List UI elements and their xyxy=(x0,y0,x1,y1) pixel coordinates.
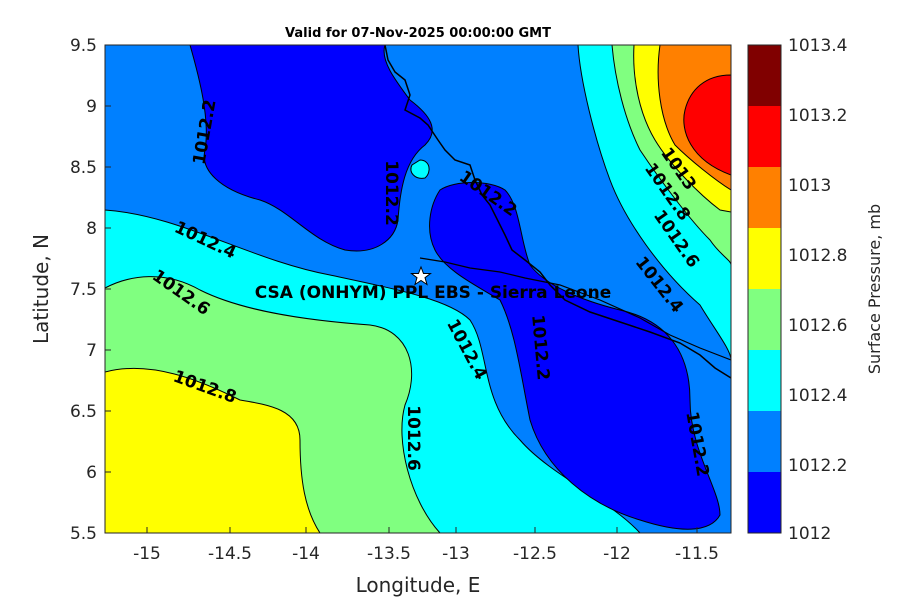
colorbar-tick-label: 1012.6 xyxy=(788,316,847,336)
colorbar-tick-label: 1012.4 xyxy=(788,386,847,406)
colorbar-swatch xyxy=(748,350,781,411)
colorbar-swatch xyxy=(748,167,781,228)
coastline xyxy=(384,45,731,379)
y-tick-label: 7.5 xyxy=(70,280,97,300)
y-tick-label: 5.5 xyxy=(70,524,97,544)
colorbar-swatch xyxy=(748,106,781,167)
star-icon xyxy=(410,265,432,286)
pressure-field xyxy=(105,45,731,533)
site-label: CSA (ONHYM) PPL EBS - Sierra Leone xyxy=(255,283,612,303)
x-tick-label: -12.5 xyxy=(513,544,557,564)
x-tick-label: -13.5 xyxy=(367,544,411,564)
y-tick-label: 6 xyxy=(86,463,97,483)
colorbar-label: Surface Pressure, mb xyxy=(865,204,884,374)
level-1013.2-region xyxy=(683,74,731,176)
y-axis-label: Latitude, N xyxy=(29,234,53,344)
border-line xyxy=(419,257,731,361)
y-tick-label: 7 xyxy=(86,341,97,361)
y-tick-label: 8.5 xyxy=(70,158,97,178)
estuary-outline xyxy=(410,159,430,179)
contour-label: 1012.6 xyxy=(403,405,423,471)
colorbar-tick-label: 1013 xyxy=(788,176,831,196)
x-tick-label: -14 xyxy=(292,544,320,564)
colorbar-frame xyxy=(747,44,782,534)
y-tick-label: 9 xyxy=(86,97,97,117)
map-title: Valid for 07-Nov-2025 00:00:00 GMT xyxy=(285,26,551,41)
x-ticks: -15 -14.5 -14 -13.5 -13 -12.5 -12 -11.5 xyxy=(133,527,719,564)
x-tick-label: -14.5 xyxy=(208,544,252,564)
colorbar-tick-label: 1012.8 xyxy=(788,246,847,266)
y-tick-label: 9.5 xyxy=(70,36,97,56)
y-tick-label: 8 xyxy=(86,219,97,239)
x-tick-label: -15 xyxy=(133,544,161,564)
colorbar-tick-label: 1012.2 xyxy=(788,456,847,476)
level-1012.8-region xyxy=(105,367,321,533)
colorbar-tick-label: 1012 xyxy=(788,524,831,544)
colorbar-swatch xyxy=(748,45,781,106)
colorbar-swatch xyxy=(748,411,781,472)
x-tick-label: -12 xyxy=(603,544,631,564)
colorbar-tick-label: 1013.2 xyxy=(788,106,847,126)
level-1012-north-region xyxy=(189,45,433,252)
level-1012-central-region xyxy=(429,182,721,530)
x-tick-label: -11.5 xyxy=(675,544,719,564)
colorbar-swatch xyxy=(748,228,781,289)
colorbar-swatch xyxy=(748,472,781,533)
x-axis-label: Longitude, E xyxy=(356,573,481,597)
colorbar-tick-label: 1013.4 xyxy=(788,36,847,56)
y-tick-label: 6.5 xyxy=(70,402,97,422)
colorbar: 1013.4 1013.2 1013 1012.8 1012.6 1012.4 … xyxy=(747,36,884,544)
y-ticks: 9.5 9 8.5 8 7.5 7 6.5 6 5.5 xyxy=(70,36,111,544)
x-tick-label: -13 xyxy=(442,544,470,564)
colorbar-swatch xyxy=(748,289,781,350)
contour-label: 1012.2 xyxy=(381,160,401,226)
